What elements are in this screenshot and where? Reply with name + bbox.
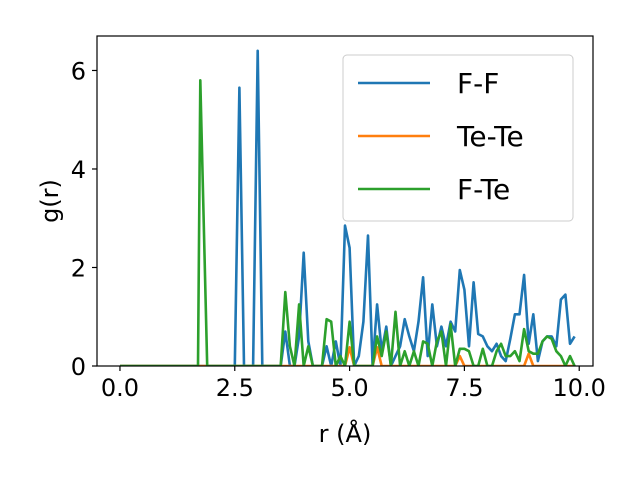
y-tick-label: 2	[71, 254, 86, 282]
x-axis-label: r (Å)	[319, 419, 372, 448]
x-tick-label: 10.0	[553, 374, 606, 402]
x-tick-label: 7.5	[445, 374, 483, 402]
legend-frame	[342, 54, 574, 222]
y-axis: 0 2 4 6	[71, 57, 97, 381]
legend-label-0: F-F	[457, 67, 499, 100]
legend-label-1: Te-Te	[456, 120, 524, 153]
y-axis-label: g(r)	[36, 179, 64, 223]
x-tick-label: 2.5	[216, 374, 254, 402]
series-line-2	[120, 79, 576, 366]
x-axis: 0.0 2.5 5.0 7.5 10.0	[101, 366, 606, 402]
x-tick-label: 0.0	[101, 374, 139, 402]
series-line-1	[120, 345, 575, 366]
y-tick-label: 4	[71, 156, 86, 184]
y-tick-label: 0	[71, 353, 86, 381]
series-layer	[120, 49, 576, 366]
x-tick-label: 5.0	[331, 374, 369, 402]
legend-label-2: F-Te	[457, 173, 510, 206]
legend: F-F Te-Te F-Te	[342, 54, 574, 222]
y-tick-label: 6	[71, 57, 86, 85]
plot-frame	[96, 35, 594, 367]
